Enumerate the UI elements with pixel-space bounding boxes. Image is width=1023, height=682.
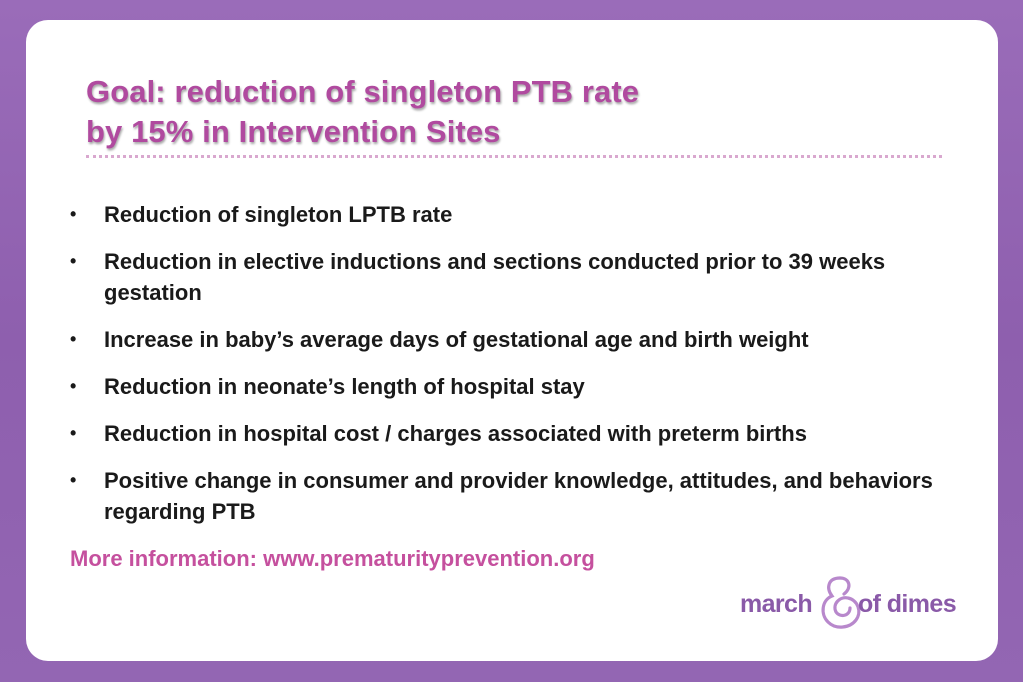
bullet-text: Increase in baby’s average days of gesta… xyxy=(104,327,809,352)
bullet-text: Positive change in consumer and provider… xyxy=(104,468,933,524)
march-of-dimes-logo: march of dimes xyxy=(740,574,980,630)
slide-card xyxy=(26,20,998,661)
bullet-text: Reduction in hospital cost / charges ass… xyxy=(104,421,807,446)
more-info-link[interactable]: More information: www.prematurityprevent… xyxy=(70,546,595,571)
bullet-list: • Reduction of singleton LPTB rate • Red… xyxy=(70,199,982,543)
bullet-item: • Reduction in elective inductions and s… xyxy=(70,246,982,308)
slide-title: Goal: reduction of singleton PTB rate by… xyxy=(86,72,639,152)
bullet-text: Reduction in neonate’s length of hospita… xyxy=(104,374,585,399)
bullet-dot: • xyxy=(70,470,77,490)
bullet-dot: • xyxy=(70,423,77,443)
title-divider xyxy=(86,155,942,158)
bullet-item: • Positive change in consumer and provid… xyxy=(70,465,982,527)
bullet-dot: • xyxy=(70,251,77,271)
bullet-dot: • xyxy=(70,329,77,349)
bullet-item: • Reduction of singleton LPTB rate xyxy=(70,199,982,230)
logo-word-of-dimes: of dimes xyxy=(858,590,957,618)
bullet-item: • Reduction in hospital cost / charges a… xyxy=(70,418,982,449)
bullet-item: • Reduction in neonate’s length of hospi… xyxy=(70,371,982,402)
mother-baby-logo-icon xyxy=(821,576,861,629)
slide-title-line-2: by 15% in Intervention Sites xyxy=(86,114,501,149)
bullet-text: Reduction of singleton LPTB rate xyxy=(104,202,453,227)
logo-word-march: march xyxy=(740,590,813,618)
bullet-item: • Increase in baby’s average days of ges… xyxy=(70,324,982,355)
bullet-text: Reduction in elective inductions and sec… xyxy=(104,249,886,305)
bullet-dot: • xyxy=(70,204,77,224)
slide-title-line-1: Goal: reduction of singleton PTB rate xyxy=(86,74,640,109)
bullet-dot: • xyxy=(70,376,77,396)
